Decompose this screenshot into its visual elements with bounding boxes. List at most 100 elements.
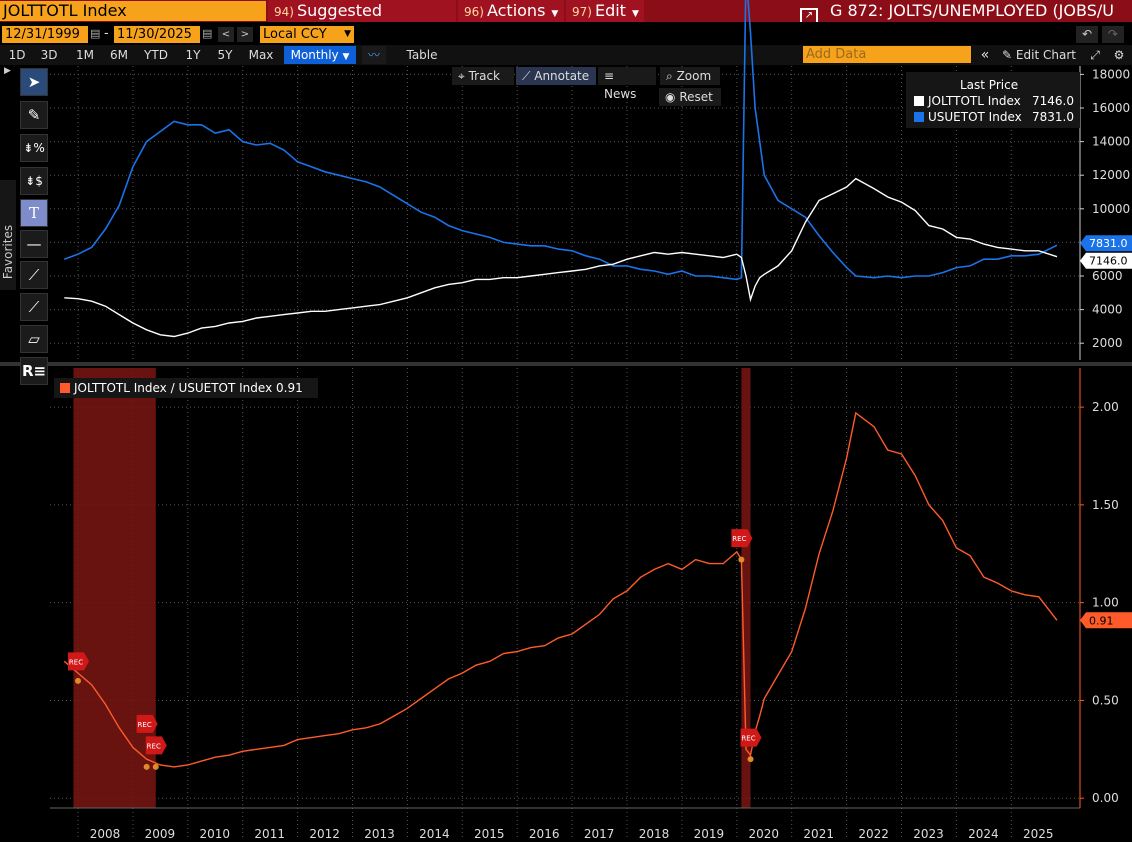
- zoom-icon: ⌕: [666, 69, 673, 83]
- undo-icon[interactable]: ↶: [1076, 26, 1098, 43]
- end-date-input[interactable]: 11/30/2025: [114, 26, 200, 43]
- legend-title: Last Price: [960, 78, 1019, 92]
- x-tick-label: 2011: [254, 827, 285, 841]
- legend-series-name: JOLTTOTL Index / USUETOT Index: [74, 381, 273, 395]
- y-tick-label: 12000: [1092, 168, 1130, 182]
- track-button[interactable]: ⌖ Track: [452, 67, 514, 85]
- edit-chart-label: Edit Chart: [1015, 48, 1076, 62]
- percent-measure-icon[interactable]: ⇟%: [20, 134, 48, 162]
- actions-menu[interactable]: 96) Actions ▼: [458, 0, 564, 22]
- zoom-button[interactable]: ⌕ Zoom: [660, 67, 720, 85]
- recession-flag-label: REC: [69, 658, 83, 666]
- chevron-down-icon: ▼: [631, 9, 639, 19]
- ticker-field[interactable]: JOLTTOTL Index: [0, 1, 266, 21]
- news-icon: ≡: [604, 69, 615, 83]
- timeframe-max[interactable]: Max: [248, 48, 274, 62]
- start-date-input[interactable]: 12/31/1999: [2, 26, 88, 43]
- currency-select[interactable]: Local CCY ▼: [260, 26, 354, 43]
- last-value-tag-unemployed: [1080, 235, 1132, 252]
- y-tick-label: 0.00: [1092, 791, 1119, 805]
- y-tick-label: 16000: [1092, 101, 1130, 115]
- recession-band: [73, 368, 156, 808]
- last-value-tag-ratio: [1080, 612, 1132, 629]
- panel-divider: [0, 362, 1132, 366]
- x-tick-label: 2012: [309, 827, 340, 841]
- more-tools-icon[interactable]: R≡: [20, 357, 48, 385]
- chevron-down-icon: ▼: [344, 29, 351, 39]
- price-measure-icon[interactable]: ⇟$: [20, 167, 48, 195]
- x-tick-label: 2023: [913, 827, 944, 841]
- trend-line-icon[interactable]: ⟋: [20, 261, 48, 289]
- last-value-tag-unemployed-label: 7831.0: [1089, 237, 1128, 250]
- favorites-tab[interactable]: [0, 180, 16, 290]
- calendar-icon[interactable]: ▤: [202, 27, 213, 40]
- reset-button[interactable]: ◉ Reset: [659, 88, 721, 106]
- timeframe-1y[interactable]: 1Y: [185, 48, 201, 62]
- timeframe-ytd[interactable]: YTD: [144, 48, 168, 62]
- legend-swatch: [914, 112, 924, 122]
- pointer-icon[interactable]: ➤: [20, 68, 48, 96]
- chevron-down-icon: ▼: [551, 9, 559, 19]
- lower-legend[interactable]: JOLTTOTL Index / USUETOT Index 0.91: [54, 378, 318, 398]
- recession-flag-label: REC: [741, 735, 755, 743]
- redo-icon[interactable]: ↷: [1102, 26, 1124, 43]
- chevron-down-icon: ▼: [342, 52, 350, 62]
- favorites-label: Favorites: [1, 224, 15, 280]
- draw-line-icon[interactable]: ✎: [20, 101, 48, 129]
- recession-flag: [731, 529, 753, 548]
- recession-flag: [68, 652, 89, 671]
- text-tool-icon[interactable]: T: [20, 199, 48, 227]
- x-tick-label: 2008: [90, 827, 121, 841]
- frequency-select[interactable]: Monthly ▼: [284, 46, 356, 64]
- menu-number: 96): [464, 5, 484, 19]
- edit-chart-button[interactable]: ✎ Edit Chart: [998, 46, 1080, 64]
- timeframe-6m[interactable]: 6M: [110, 48, 128, 62]
- y-tick-label: 2000: [1092, 336, 1123, 350]
- menu-label: Edit: [594, 1, 626, 20]
- y-tick-label: 6000: [1092, 269, 1123, 283]
- x-tick-label: 2021: [803, 827, 834, 841]
- line-chart-icon[interactable]: 〰: [362, 46, 386, 64]
- chart-settings-icon[interactable]: ⤢: [1090, 48, 1100, 62]
- ray-line-icon[interactable]: ⟋: [20, 293, 48, 321]
- annotate-label: Annotate: [534, 69, 590, 83]
- timeframe-1m[interactable]: 1M: [76, 48, 94, 62]
- collapse-icon[interactable]: «: [980, 47, 990, 63]
- x-tick-label: 2014: [419, 827, 450, 841]
- legend-series-name: USUETOT Index: [928, 110, 1022, 124]
- series-line-unemployed: [64, 0, 1058, 281]
- pencil-icon: ✎: [1002, 48, 1013, 62]
- last-value-tag-jolts-label: 7146.0: [1089, 255, 1128, 268]
- legend-series-name: JOLTTOTL Index: [928, 94, 1021, 108]
- last-value-tag-jolts: [1080, 252, 1132, 269]
- legend-swatch: [60, 383, 70, 393]
- chart-title-text: G 872: JOLTS/UNEMPLOYED (JOBS/U: [830, 1, 1114, 20]
- gear-icon[interactable]: ⚙: [1113, 48, 1125, 62]
- reset-icon: ◉: [665, 90, 676, 104]
- add-data-input[interactable]: Add Data: [803, 46, 971, 63]
- timeframe-3d[interactable]: 3D: [40, 48, 58, 62]
- next-period-button[interactable]: >: [237, 27, 253, 42]
- menu-label: Actions: [486, 1, 546, 20]
- legend-item-jolts[interactable]: JOLTTOTL Index: [914, 94, 1021, 108]
- annotate-button[interactable]: ⟋ Annotate: [516, 67, 596, 85]
- x-tick-label: 2016: [529, 827, 560, 841]
- calendar-icon[interactable]: ▤: [90, 27, 101, 40]
- y-tick-label: 4000: [1092, 303, 1123, 317]
- date-separator: -: [104, 26, 109, 41]
- timeframe-1d[interactable]: 1D: [8, 48, 26, 62]
- horizontal-line-icon[interactable]: —: [20, 230, 48, 258]
- expand-toolbar-icon[interactable]: ▶: [4, 66, 11, 76]
- prev-period-button[interactable]: <: [218, 27, 234, 42]
- edit-menu[interactable]: 97) Edit ▼: [566, 0, 644, 22]
- table-button[interactable]: Table: [406, 48, 438, 62]
- channel-icon[interactable]: ▱: [20, 325, 48, 353]
- reset-label: Reset: [679, 90, 713, 104]
- legend-value: 7146.0: [1032, 94, 1074, 108]
- news-button[interactable]: ≡ News: [598, 67, 656, 101]
- legend-item-unemployed[interactable]: USUETOT Index: [914, 110, 1022, 124]
- legend-item-ratio: JOLTTOTL Index / USUETOT Index 0.91: [60, 381, 303, 395]
- recession-flag: [136, 714, 158, 733]
- timeframe-5y[interactable]: 5Y: [217, 48, 233, 62]
